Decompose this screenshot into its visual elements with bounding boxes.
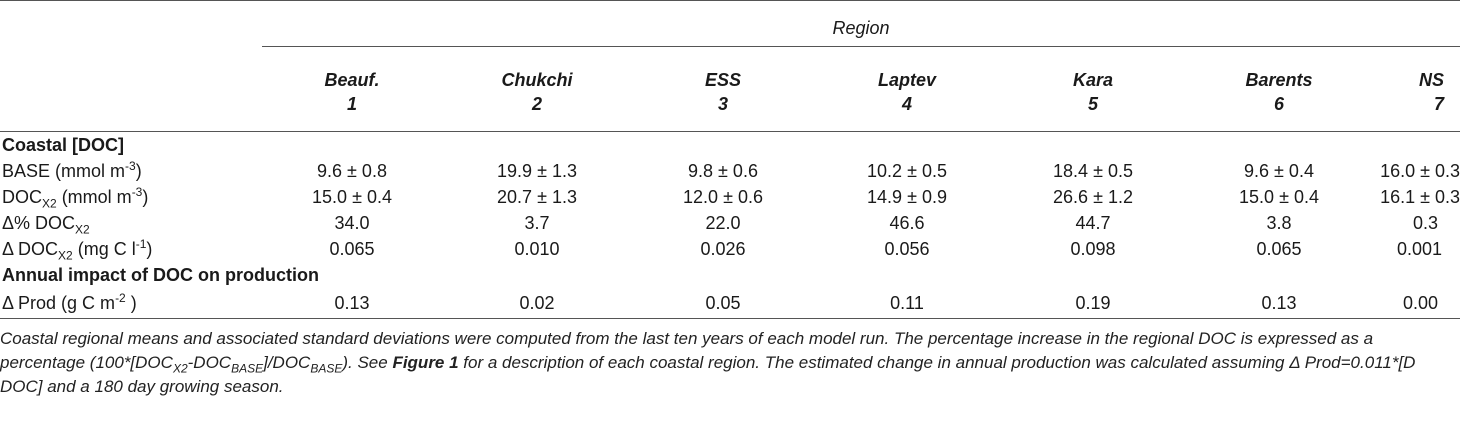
table-cell: 34.0: [334, 213, 370, 233]
table-cell: 0.02: [442, 288, 632, 319]
col-name-2: Chukchi: [501, 70, 573, 90]
table-row: DOCX2 (mmol m-3) 15.0 ± 0.4 20.7 ± 1.3 1…: [0, 184, 1460, 210]
header-rule: [0, 123, 1460, 132]
row-label: Δ% DOCX2: [2, 213, 90, 237]
table-cell: 16.1 ± 0.3: [1380, 187, 1460, 207]
col-num-5: 5: [1087, 94, 1098, 114]
table-row: Δ DOCX2 (mg C l-1) 0.065 0.010 0.026 0.0…: [0, 236, 1460, 262]
table-cell: 15.0 ± 0.4: [312, 187, 392, 207]
table-cell: 10.2 ± 0.5: [867, 161, 947, 181]
table-cell: 0.05: [632, 288, 814, 319]
table-cell: 3.7: [524, 213, 550, 233]
col-name-1: Beauf.: [324, 70, 380, 90]
table-cell: 20.7 ± 1.3: [497, 187, 577, 207]
col-num-2: 2: [531, 94, 542, 114]
table-cell: 0.010: [514, 239, 560, 259]
table-cell: 0.065: [1256, 239, 1302, 259]
col-num-4: 4: [901, 94, 912, 114]
row-label: Δ DOCX2 (mg C l-1): [2, 237, 153, 263]
table-cell: 0.00: [1372, 288, 1460, 319]
table-cell: 0.13: [262, 288, 442, 319]
row-label: Δ Prod (g C m-2 ): [0, 288, 262, 319]
table-cell: 44.7: [1075, 213, 1111, 233]
table-row: Δ% DOCX2 34.0 3.7 22.0 46.6 44.7 3.8 0.3: [0, 210, 1460, 236]
col-num-3: 3: [717, 94, 728, 114]
table-caption: Coastal regional means and associated st…: [0, 329, 1416, 396]
table-cell: 0.3: [1413, 213, 1439, 233]
table-cell: 9.6 ± 0.4: [1244, 161, 1314, 181]
table-cell: 0.056: [884, 239, 930, 259]
table-cell: 9.8 ± 0.6: [688, 161, 758, 181]
col-num-6: 6: [1273, 94, 1284, 114]
col-num-7: 7: [1434, 94, 1445, 114]
table-cell: 15.0 ± 0.4: [1239, 187, 1319, 207]
table-cell: 19.9 ± 1.3: [497, 161, 577, 181]
col-name-4: Laptev: [877, 70, 937, 90]
table-row: Δ Prod (g C m-2 ) 0.13 0.02 0.05 0.11 0.…: [0, 288, 1460, 319]
table-cell: 16.0 ± 0.3: [1380, 161, 1460, 181]
figure-reference-link[interactable]: Figure 1: [392, 353, 459, 372]
table-cell: 0.098: [1070, 239, 1116, 259]
top-rule: [0, 0, 1460, 1]
table-cell: 0.11: [814, 288, 1000, 319]
table-row: BASE (mmol m-3) 9.6 ± 0.8 19.9 ± 1.3 9.8…: [0, 158, 1460, 184]
table-cell: 0.19: [1000, 288, 1186, 319]
data-table: Region Beauf. Chukchi ESS Laptev Kara Ba…: [0, 10, 1460, 319]
section-heading-coastal: Coastal [DOC]: [2, 135, 125, 155]
section-heading-production: Annual impact of DOC on production: [2, 265, 319, 285]
table-cell: 46.6: [889, 213, 925, 233]
table-cell: 0.026: [700, 239, 746, 259]
table-cell: 3.8: [1266, 213, 1292, 233]
table-cell: 9.6 ± 0.8: [317, 161, 387, 181]
col-name-6: Barents: [1245, 70, 1313, 90]
col-name-7: NS: [1419, 70, 1445, 90]
col-num-1: 1: [346, 94, 357, 114]
table-cell: 14.9 ± 0.9: [867, 187, 947, 207]
col-name-3: ESS: [704, 70, 742, 90]
table-cell: 0.065: [329, 239, 375, 259]
table-cell: 12.0 ± 0.6: [683, 187, 763, 207]
col-name-5: Kara: [1072, 70, 1114, 90]
table-cell: 22.0: [705, 213, 741, 233]
region-spanner: Region: [262, 10, 1460, 47]
table-cell: 0.13: [1186, 288, 1372, 319]
table-cell: 18.4 ± 0.5: [1053, 161, 1133, 181]
row-label: BASE (mmol m-3): [2, 159, 142, 181]
row-label: DOCX2 (mmol m-3): [2, 185, 149, 211]
table-cell: 0.001: [1397, 239, 1443, 259]
table-cell: 26.6 ± 1.2: [1053, 187, 1133, 207]
